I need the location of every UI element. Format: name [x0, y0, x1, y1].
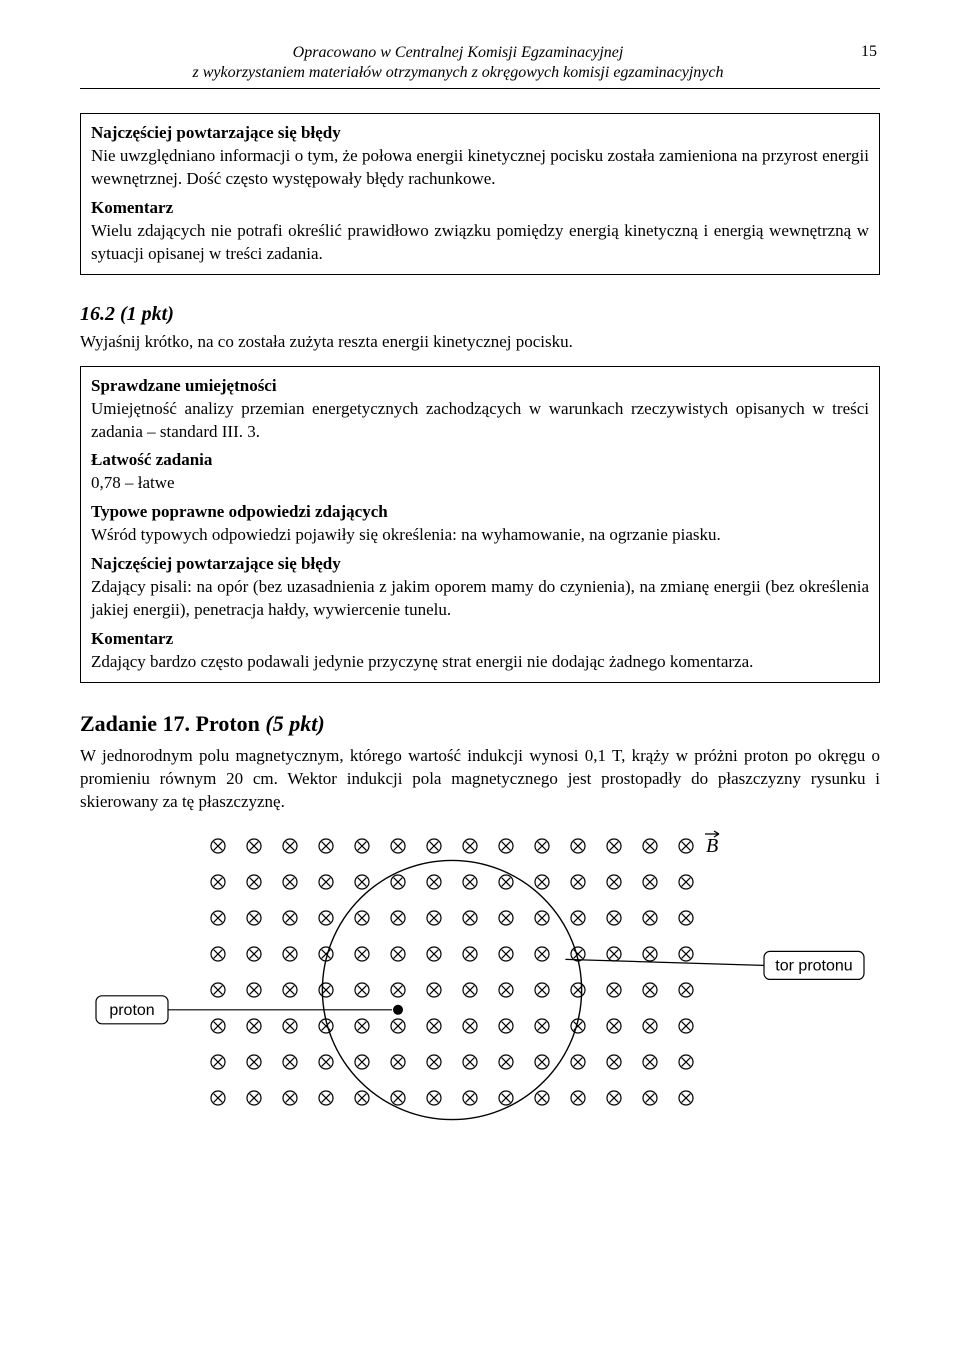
task17-points: (5 pkt): [265, 711, 324, 736]
box2-h-com: Komentarz: [91, 629, 173, 648]
box2-typ: Wśród typowych odpowiedzi pojawiły się o…: [91, 525, 721, 544]
header-line1: Opracowano w Centralnej Komisji Egzamina…: [293, 44, 624, 61]
box1-heading-errors: Najczęściej powtarzające się błędy: [91, 123, 341, 142]
analysis-box-1: Najczęściej powtarzające się błędy Nie u…: [80, 113, 880, 275]
proton-field-diagram: Bproton tor protonu: [90, 828, 870, 1148]
task17-title: Zadanie 17. Proton: [80, 711, 265, 736]
box2-h-skills: Sprawdzane umiejętności: [91, 376, 277, 395]
box2-h-typ: Typowe poprawne odpowiedzi zdających: [91, 502, 388, 521]
box1-text-comment: Wielu zdających nie potrafi określić pra…: [91, 221, 869, 263]
subtask-heading: 16.2 (1 pkt): [80, 303, 880, 326]
page-header: Opracowano w Centralnej Komisji Egzamina…: [80, 40, 880, 89]
box2-err: Zdający pisali: na opór (bez uzasadnieni…: [91, 577, 869, 619]
box2-h-ease: Łatwość zadania: [91, 450, 212, 469]
page-number: 15: [836, 42, 878, 84]
task17-heading: Zadanie 17. Proton (5 pkt): [80, 711, 880, 737]
box2-skills: Umiejętność analizy przemian energetyczn…: [91, 399, 869, 441]
box2-ease: 0,78 – łatwe: [91, 473, 175, 492]
svg-text:B: B: [706, 835, 718, 857]
box2-h-err: Najczęściej powtarzające się błędy: [91, 554, 341, 573]
svg-text:tor protonu: tor protonu: [775, 957, 852, 974]
svg-text:proton: proton: [109, 1002, 154, 1019]
box1-heading-comment: Komentarz: [91, 198, 173, 217]
subtask-prompt: Wyjaśnij krótko, na co została zużyta re…: [80, 332, 880, 352]
header-text: Opracowano w Centralnej Komisji Egzamina…: [82, 42, 834, 84]
header-line2: z wykorzystaniem materiałów otrzymanych …: [192, 64, 723, 81]
analysis-box-2: Sprawdzane umiejętności Umiejętność anal…: [80, 366, 880, 683]
task17-description: W jednorodnym polu magnetycznym, którego…: [80, 745, 880, 814]
box1-text-errors: Nie uwzględniano informacji o tym, że po…: [91, 146, 869, 188]
box2-com: Zdający bardzo często podawali jedynie p…: [91, 652, 753, 671]
